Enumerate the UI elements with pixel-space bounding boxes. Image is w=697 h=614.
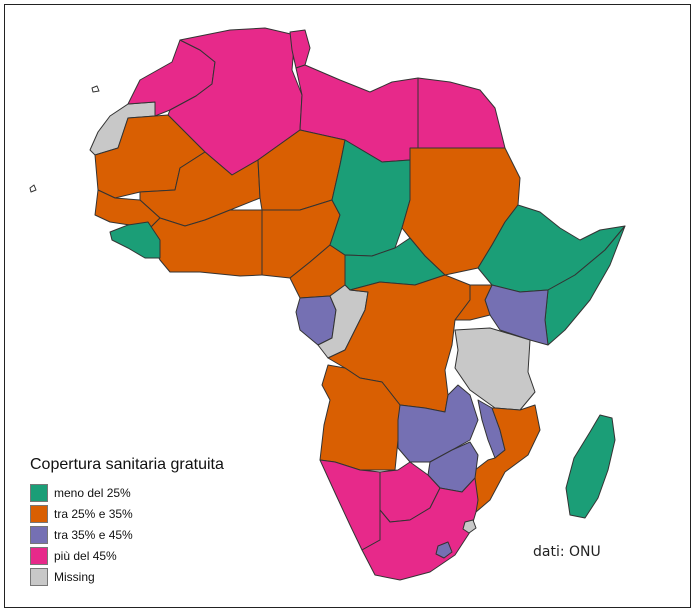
legend-label: tra 25% e 35% bbox=[54, 506, 133, 521]
legend-item: più del 45% bbox=[30, 545, 224, 566]
region-angola bbox=[319, 364, 401, 471]
region-zambia bbox=[397, 384, 479, 463]
legend-item: Missing bbox=[30, 566, 224, 587]
region-egypt bbox=[417, 77, 506, 149]
legend-label: più del 45% bbox=[54, 548, 117, 563]
region-uganda bbox=[454, 284, 493, 321]
legend-item: tra 25% e 35% bbox=[30, 503, 224, 524]
legend-swatch bbox=[30, 525, 48, 544]
legend-label: tra 35% e 45% bbox=[54, 527, 133, 542]
region-lesotho bbox=[435, 541, 453, 559]
legend-swatch bbox=[30, 504, 48, 523]
legend-label: meno del 25% bbox=[54, 485, 131, 500]
region-madagascar bbox=[565, 414, 616, 519]
legend-swatch bbox=[30, 546, 48, 565]
legend-swatch bbox=[30, 483, 48, 502]
region-mozambique bbox=[469, 404, 541, 513]
legend-item: meno del 25% bbox=[30, 482, 224, 503]
data-source-note: dati: ONU bbox=[533, 544, 601, 560]
region-gulf-guinea-coast bbox=[149, 209, 263, 277]
legend-label: Missing bbox=[54, 569, 95, 584]
region-guinea bbox=[109, 221, 161, 259]
legend: Copertura sanitaria gratuita meno del 25… bbox=[30, 456, 224, 587]
region-gabon bbox=[295, 295, 337, 346]
region-namibia bbox=[319, 459, 381, 551]
legend-swatch bbox=[30, 567, 48, 586]
legend-title: Copertura sanitaria gratuita bbox=[30, 456, 224, 473]
region-eswatini bbox=[462, 519, 477, 534]
region-cape-verde bbox=[29, 184, 37, 193]
region-canary-islands bbox=[91, 85, 100, 93]
legend-item: tra 35% e 45% bbox=[30, 524, 224, 545]
